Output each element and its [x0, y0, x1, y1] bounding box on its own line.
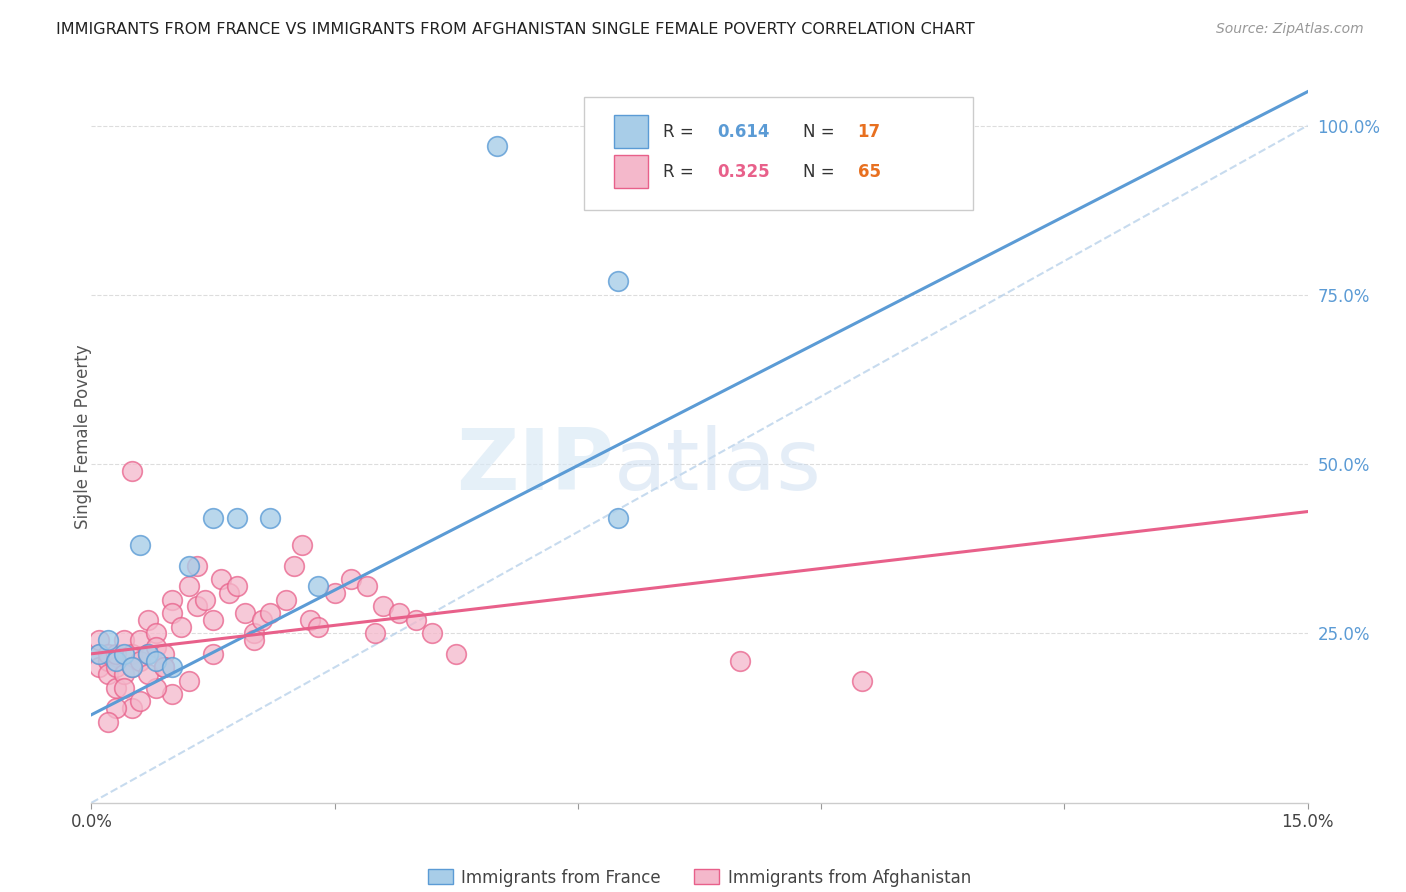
Text: IMMIGRANTS FROM FRANCE VS IMMIGRANTS FROM AFGHANISTAN SINGLE FEMALE POVERTY CORR: IMMIGRANTS FROM FRANCE VS IMMIGRANTS FRO…	[56, 22, 974, 37]
Legend: Immigrants from France, Immigrants from Afghanistan: Immigrants from France, Immigrants from …	[422, 862, 977, 892]
Point	[89, 660, 111, 674]
Point	[121, 701, 143, 715]
Text: atlas: atlas	[614, 425, 823, 508]
Point	[226, 579, 249, 593]
Point	[323, 586, 346, 600]
Point	[728, 654, 751, 668]
Point	[202, 647, 225, 661]
Text: 0.325: 0.325	[717, 163, 770, 181]
Point	[153, 660, 176, 674]
Point	[444, 647, 467, 661]
Text: ZIP: ZIP	[457, 425, 614, 508]
Point	[97, 667, 120, 681]
Point	[202, 613, 225, 627]
Point	[136, 647, 159, 661]
Text: R =: R =	[664, 123, 699, 141]
Text: N =: N =	[803, 123, 839, 141]
Point	[169, 620, 191, 634]
Point	[235, 606, 257, 620]
Point	[104, 660, 127, 674]
Point	[209, 572, 232, 586]
Point	[129, 538, 152, 552]
Point	[388, 606, 411, 620]
Point	[97, 654, 120, 668]
Point	[242, 626, 264, 640]
Point	[194, 592, 217, 607]
Point	[153, 660, 176, 674]
FancyBboxPatch shape	[614, 155, 648, 188]
Point	[356, 579, 378, 593]
Point	[121, 647, 143, 661]
Point	[274, 592, 297, 607]
Point	[89, 647, 111, 661]
Point	[364, 626, 387, 640]
Point	[485, 139, 508, 153]
Point	[136, 647, 159, 661]
Point	[97, 633, 120, 648]
Text: 65: 65	[858, 163, 880, 181]
Point	[112, 633, 135, 648]
Point	[129, 654, 152, 668]
Point	[177, 558, 200, 573]
Point	[607, 274, 630, 288]
Text: N =: N =	[803, 163, 839, 181]
Text: R =: R =	[664, 163, 699, 181]
Point	[104, 654, 127, 668]
Point	[226, 511, 249, 525]
Point	[162, 592, 184, 607]
Point	[420, 626, 443, 640]
Point	[162, 688, 184, 702]
Point	[136, 667, 159, 681]
Point	[104, 647, 127, 661]
Point	[405, 613, 427, 627]
Point	[162, 660, 184, 674]
Point	[153, 647, 176, 661]
Point	[145, 654, 167, 668]
Point	[259, 511, 281, 525]
Point	[129, 633, 152, 648]
Point	[112, 667, 135, 681]
Point	[104, 701, 127, 715]
Point	[97, 647, 120, 661]
Point	[89, 633, 111, 648]
Point	[186, 558, 208, 573]
Point	[307, 579, 329, 593]
Point	[89, 647, 111, 661]
Point	[162, 606, 184, 620]
Point	[97, 714, 120, 729]
Point	[373, 599, 395, 614]
Point	[283, 558, 305, 573]
Text: 0.614: 0.614	[717, 123, 770, 141]
Point	[104, 681, 127, 695]
Point	[145, 640, 167, 654]
Point	[607, 511, 630, 525]
Point	[851, 673, 873, 688]
Point	[177, 579, 200, 593]
Point	[145, 626, 167, 640]
Point	[136, 613, 159, 627]
Y-axis label: Single Female Poverty: Single Female Poverty	[75, 345, 91, 529]
Text: Source: ZipAtlas.com: Source: ZipAtlas.com	[1216, 22, 1364, 37]
Point	[218, 586, 240, 600]
Point	[202, 511, 225, 525]
Point	[145, 681, 167, 695]
Point	[307, 620, 329, 634]
Point	[250, 613, 273, 627]
Text: 17: 17	[858, 123, 880, 141]
Point	[242, 633, 264, 648]
Point	[112, 681, 135, 695]
Point	[121, 660, 143, 674]
Point	[340, 572, 363, 586]
Point	[121, 464, 143, 478]
Point	[259, 606, 281, 620]
FancyBboxPatch shape	[614, 115, 648, 148]
Point	[299, 613, 322, 627]
Point	[129, 694, 152, 708]
Point	[186, 599, 208, 614]
FancyBboxPatch shape	[583, 97, 973, 211]
Point	[112, 647, 135, 661]
Point	[291, 538, 314, 552]
Point	[177, 673, 200, 688]
Point	[121, 660, 143, 674]
